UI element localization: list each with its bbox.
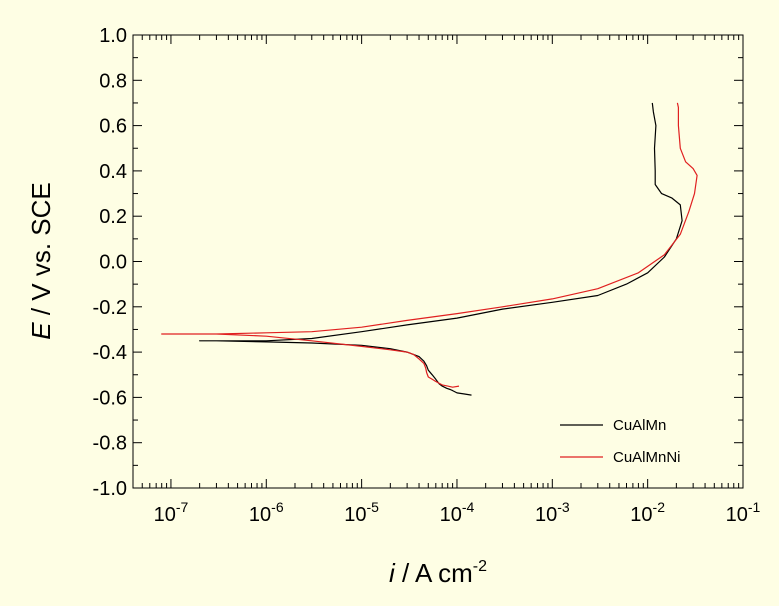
x-tick-label: 10-2 xyxy=(630,499,665,526)
y-axis-ticks: 1.0 0.8 0.6 0.4 0.2 0.0 -0.2 -0.4 -0.6 -0.8 -1.0 xyxy=(93,25,743,500)
y-axis-title-var: E xyxy=(26,322,56,340)
y-tick-label: -0.2 xyxy=(93,297,127,319)
x-axis-title-rest: / A cm xyxy=(395,558,473,588)
y-tick-label: 0.4 xyxy=(99,161,127,183)
y-tick-label: 0.2 xyxy=(99,206,127,228)
x-axis-title-sup: -2 xyxy=(473,558,487,575)
x-tick-label: 10-4 xyxy=(440,499,475,526)
y-tick-label: -0.8 xyxy=(93,433,127,455)
series-line-cualmnni xyxy=(161,102,698,388)
x-tick-label: 10-6 xyxy=(249,499,284,526)
y-tick-label: 0.6 xyxy=(99,116,127,138)
y-tick-label: -0.6 xyxy=(93,387,127,409)
legend-label-cualmnni: CuAlMnNi xyxy=(613,449,681,466)
series-group xyxy=(161,102,698,396)
x-tick-label: 10-1 xyxy=(726,499,761,526)
x-tick-label: 10-5 xyxy=(344,499,379,526)
y-tick-label: -0.4 xyxy=(93,342,127,364)
x-axis-title: i / A cm-2 xyxy=(389,558,487,588)
x-tick-label: 10-3 xyxy=(535,499,570,526)
x-axis-title-var: i xyxy=(389,558,396,588)
legend: CuAlMn CuAlMnNi xyxy=(560,417,681,466)
legend-label-cualmn: CuAlMn xyxy=(613,417,666,434)
x-axis-ticks: 10-7 10-6 10-5 10-4 10-3 10-2 10-1 xyxy=(132,35,761,526)
y-tick-label: -1.0 xyxy=(93,478,127,500)
y-tick-label: 1.0 xyxy=(99,25,127,47)
x-tick-label: 10-7 xyxy=(154,499,189,526)
y-tick-label: 0.0 xyxy=(99,252,127,274)
y-axis-title-rest: / V vs. SCE xyxy=(26,182,56,322)
y-tick-label: 0.8 xyxy=(99,70,127,92)
series-line-cualmn xyxy=(199,102,683,396)
y-axis-title: E / V vs. SCE xyxy=(26,182,56,340)
